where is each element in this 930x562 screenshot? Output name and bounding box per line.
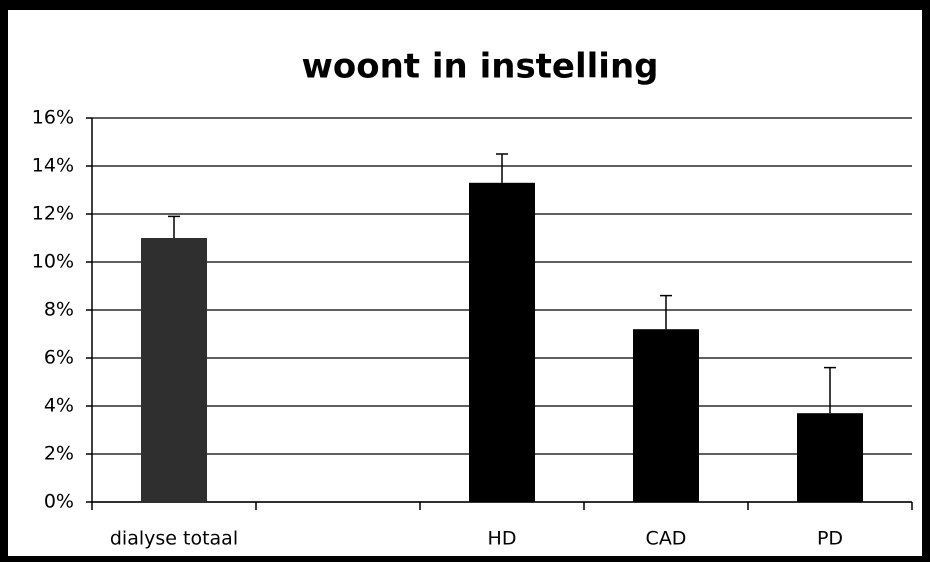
bar — [797, 413, 863, 502]
y-tick-label: 16% — [32, 107, 74, 129]
bar — [141, 238, 207, 502]
y-tick-label: 12% — [32, 203, 74, 225]
y-tick-label: 2% — [44, 443, 74, 465]
x-tick-label: dialyse totaal — [110, 528, 238, 550]
y-tick-label: 14% — [32, 155, 74, 177]
x-tick-label: PD — [817, 528, 843, 550]
chart-title: woont in instelling — [301, 47, 658, 87]
y-tick-label: 10% — [32, 251, 74, 273]
x-tick-label: CAD — [646, 528, 687, 550]
x-tick-label: HD — [488, 528, 517, 550]
y-tick-label: 6% — [44, 347, 74, 369]
y-tick-label: 4% — [44, 395, 74, 417]
bar — [633, 329, 699, 502]
y-tick-label: 0% — [44, 491, 74, 513]
bar — [469, 182, 535, 503]
y-tick-label: 8% — [44, 299, 74, 321]
